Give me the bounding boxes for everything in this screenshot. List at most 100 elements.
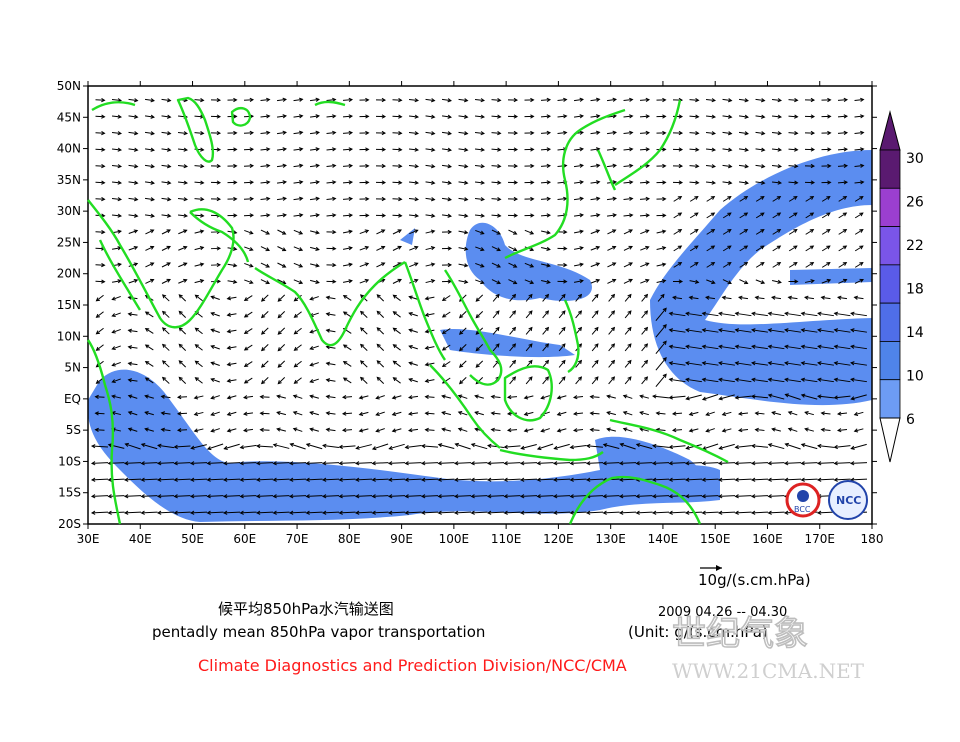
flux-vector	[190, 478, 208, 481]
flux-vector	[211, 428, 220, 432]
flux-vector	[95, 165, 105, 167]
flux-vector	[392, 395, 402, 399]
flux-vector-head	[381, 196, 387, 202]
flux-vector	[310, 362, 319, 366]
flux-vector-head	[408, 411, 413, 416]
flux-vector	[540, 99, 551, 101]
flux-vector	[785, 393, 801, 401]
flux-vector-head	[199, 262, 205, 267]
flux-vector-head	[133, 262, 139, 267]
flux-vector-head	[441, 330, 447, 335]
flux-vector-head	[127, 345, 133, 350]
flux-vector-head	[511, 376, 517, 381]
flux-vector	[260, 279, 270, 284]
flux-vector	[854, 148, 864, 151]
flux-vector-head	[437, 510, 442, 515]
flux-vector-head	[767, 328, 773, 333]
flux-vector	[393, 360, 401, 368]
flux-vector	[194, 395, 204, 399]
flux-vector	[685, 495, 703, 497]
flux-vector	[652, 511, 670, 514]
flux-vector	[243, 214, 254, 217]
flux-vector-head	[684, 494, 690, 499]
flux-vector-head	[530, 97, 535, 103]
flux-vector-head	[464, 114, 469, 119]
flux-vector	[326, 131, 336, 135]
flux-vector	[124, 462, 142, 464]
flux-vector	[504, 462, 521, 464]
flux-vector	[738, 164, 749, 168]
flux-vector	[739, 196, 748, 202]
flux-vector-head	[150, 278, 155, 283]
flux-vector-head	[189, 494, 195, 499]
flux-vector	[537, 478, 554, 481]
flux-vector-head	[424, 411, 429, 416]
flux-vector	[273, 478, 290, 481]
flux-vector-head	[486, 510, 492, 515]
flux-vector-head	[651, 494, 657, 499]
flux-vector-head	[662, 114, 667, 119]
flux-vector	[393, 344, 401, 351]
flux-vector-head	[685, 328, 690, 333]
flux-vector-head	[160, 411, 165, 416]
flux-vector	[342, 99, 353, 101]
flux-vector-head	[298, 280, 304, 285]
flux-vector	[178, 246, 187, 251]
flux-vector-head	[226, 428, 232, 433]
flux-vector-head	[783, 510, 789, 515]
flux-vector-head	[255, 494, 261, 499]
flux-vector-head	[226, 296, 232, 301]
flux-vector	[260, 115, 270, 118]
flux-vector-head	[282, 230, 287, 235]
flux-vector-head	[610, 293, 616, 299]
flux-vector	[520, 495, 538, 497]
flux-vector-head	[645, 278, 650, 283]
flux-vector	[128, 131, 138, 135]
flux-vector	[689, 196, 699, 202]
flux-vector	[293, 181, 303, 184]
flux-vector	[718, 478, 736, 481]
flux-vector-head	[216, 262, 222, 268]
flux-vector	[768, 495, 785, 497]
flux-vector	[355, 462, 373, 464]
flux-vector	[112, 395, 121, 399]
flux-vector	[719, 378, 735, 383]
flux-vector	[111, 115, 122, 118]
flux-vector	[95, 99, 105, 101]
flux-vector-head	[470, 510, 475, 515]
flux-vector	[178, 294, 187, 302]
flux-vector-head	[95, 379, 100, 384]
flux-vector-head	[662, 213, 667, 218]
flux-vector-head	[288, 461, 294, 466]
flux-vector-head	[178, 376, 183, 381]
flux-vector-head	[563, 97, 568, 102]
flux-vector-head	[688, 295, 694, 300]
flux-vector-head	[734, 510, 739, 515]
flux-vector-head	[628, 278, 633, 283]
flux-vector-head	[645, 245, 650, 250]
flux-vector-head	[569, 445, 574, 450]
flux-vector	[161, 412, 171, 415]
flux-vector	[260, 214, 270, 217]
flux-vector-head	[260, 347, 266, 352]
flux-vector-head	[678, 180, 684, 185]
flux-vector-head	[784, 377, 789, 382]
flux-vector-head	[249, 213, 255, 218]
flux-vector-head	[173, 461, 178, 466]
flux-vector-head	[348, 262, 353, 267]
flux-vector-head	[569, 510, 574, 515]
flux-vector-head	[563, 229, 568, 235]
coast-aral	[230, 106, 252, 127]
flux-vector-head	[453, 477, 459, 482]
flux-vector-head	[496, 263, 501, 268]
flux-vector	[389, 443, 405, 450]
flux-vector-head	[249, 163, 255, 169]
flux-vector	[409, 345, 418, 350]
flux-vector-head	[495, 326, 500, 332]
flux-vector	[95, 412, 105, 415]
flux-vector	[157, 478, 175, 481]
flux-vector-head	[266, 180, 271, 185]
flux-vector	[339, 462, 356, 464]
flux-vector-head	[643, 310, 649, 315]
flux-vector-head	[635, 461, 640, 466]
